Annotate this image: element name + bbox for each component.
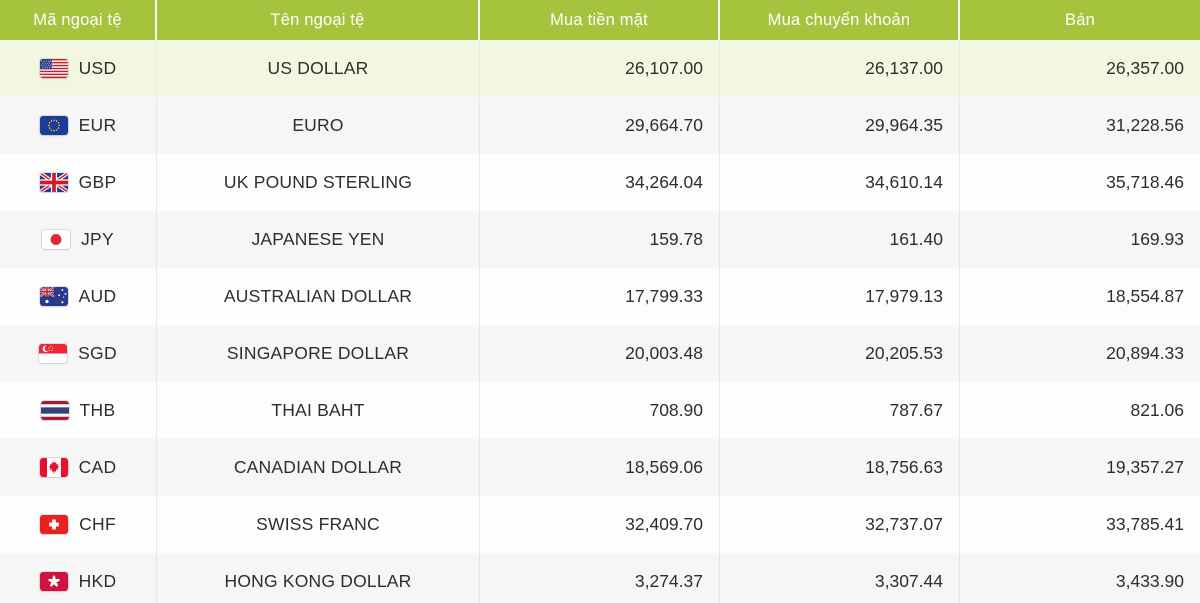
cash-buy-cell: 3,274.37 <box>480 553 720 603</box>
currency-name-cell: US DOLLAR <box>157 40 480 97</box>
currency-code-cell: AUD <box>0 268 157 325</box>
sell-cell: 33,785.41 <box>960 496 1200 553</box>
currency-code: CAD <box>78 457 117 477</box>
currency-code-cell: CHF <box>0 496 157 553</box>
sell-cell: 26,357.00 <box>960 40 1200 97</box>
currency-name-cell: HONG KONG DOLLAR <box>157 553 480 603</box>
currency-code-cell: EUR <box>0 97 157 154</box>
cash-buy-cell: 29,664.70 <box>480 97 720 154</box>
currency-code: GBP <box>78 172 117 192</box>
flag-sgd-icon <box>39 344 68 363</box>
flag-hkd-icon <box>39 572 68 591</box>
currency-code: AUD <box>78 286 117 306</box>
currency-code: CHF <box>79 514 116 534</box>
currency-code: USD <box>78 58 117 78</box>
column-header-transfer-buy: Mua chuyển khoản <box>720 0 960 40</box>
flag-usd-icon <box>39 59 68 78</box>
currency-name-cell: THAI BAHT <box>157 382 480 439</box>
currency-name-cell: UK POUND STERLING <box>157 154 480 211</box>
flag-eur-icon <box>39 116 68 135</box>
flag-gbp-icon <box>39 173 68 192</box>
currency-code-group: CAD <box>0 457 156 478</box>
currency-code-cell: CAD <box>0 439 157 496</box>
transfer-buy-cell: 34,610.14 <box>720 154 960 211</box>
sell-cell: 31,228.56 <box>960 97 1200 154</box>
sell-cell: 3,433.90 <box>960 553 1200 603</box>
transfer-buy-cell: 17,979.13 <box>720 268 960 325</box>
column-header-sell: Bán <box>960 0 1200 40</box>
currency-name-cell: EURO <box>157 97 480 154</box>
currency-name-cell: SWISS FRANC <box>157 496 480 553</box>
cash-buy-cell: 18,569.06 <box>480 439 720 496</box>
sell-cell: 18,554.87 <box>960 268 1200 325</box>
currency-code: THB <box>79 400 116 420</box>
cash-buy-cell: 34,264.04 <box>480 154 720 211</box>
sell-cell: 20,894.33 <box>960 325 1200 382</box>
flag-cad-icon <box>39 458 68 477</box>
sell-cell: 821.06 <box>960 382 1200 439</box>
sell-cell: 19,357.27 <box>960 439 1200 496</box>
currency-code-cell: SGD <box>0 325 157 382</box>
currency-code-cell: JPY <box>0 211 157 268</box>
transfer-buy-cell: 161.40 <box>720 211 960 268</box>
currency-name-cell: AUSTRALIAN DOLLAR <box>157 268 480 325</box>
table-row: AUD AUSTRALIAN DOLLAR 17,799.33 17,979.13 18… <box>0 268 1200 325</box>
table-row: THB THAI BAHT 708.90 787.67 821.06 <box>0 382 1200 439</box>
currency-code: HKD <box>78 571 117 591</box>
currency-code-group: USD <box>0 58 156 79</box>
transfer-buy-cell: 32,737.07 <box>720 496 960 553</box>
cash-buy-cell: 32,409.70 <box>480 496 720 553</box>
transfer-buy-cell: 787.67 <box>720 382 960 439</box>
currency-name-cell: CANADIAN DOLLAR <box>157 439 480 496</box>
currency-code-cell: THB <box>0 382 157 439</box>
transfer-buy-cell: 3,307.44 <box>720 553 960 603</box>
table-row: CHF SWISS FRANC 32,409.70 32,737.07 33,785.4… <box>0 496 1200 553</box>
flag-thb-icon <box>40 401 69 420</box>
currency-code-group: CHF <box>0 514 156 535</box>
currency-code-group: HKD <box>0 571 156 592</box>
currency-code: JPY <box>81 229 114 249</box>
table-row: GBP UK POUND STERLING 34,264.04 34,610.14 35… <box>0 154 1200 211</box>
currency-name-cell: JAPANESE YEN <box>157 211 480 268</box>
cash-buy-cell: 17,799.33 <box>480 268 720 325</box>
currency-code-cell: HKD <box>0 553 157 603</box>
currency-code-group: THB <box>0 400 156 421</box>
currency-code-group: SGD <box>0 343 156 364</box>
transfer-buy-cell: 26,137.00 <box>720 40 960 97</box>
flag-jpy-icon <box>42 230 70 249</box>
table-row: USD US DOLLAR 26,107.00 26,137.00 26,357.00 <box>0 40 1200 97</box>
column-header-currency-name: Tên ngoại tệ <box>157 0 480 40</box>
currency-code-cell: USD <box>0 40 157 97</box>
column-header-currency-code: Mã ngoại tệ <box>0 0 157 40</box>
table-row: HKD HONG KONG DOLLAR 3,274.37 3,307.44 3,433… <box>0 553 1200 603</box>
cash-buy-cell: 159.78 <box>480 211 720 268</box>
currency-code-cell: GBP <box>0 154 157 211</box>
table-row: SGD SINGAPORE DOLLAR 20,003.48 20,205.53 20,… <box>0 325 1200 382</box>
table-row: EUR EURO 29,664.70 29,964.35 31,228.56 <box>0 97 1200 154</box>
currency-code-group: EUR <box>0 115 156 136</box>
transfer-buy-cell: 29,964.35 <box>720 97 960 154</box>
transfer-buy-cell: 18,756.63 <box>720 439 960 496</box>
currency-code: EUR <box>78 115 117 135</box>
cash-buy-cell: 20,003.48 <box>480 325 720 382</box>
currency-name-cell: SINGAPORE DOLLAR <box>157 325 480 382</box>
sell-cell: 169.93 <box>960 211 1200 268</box>
currency-code: SGD <box>78 343 117 363</box>
table-header-row: Mã ngoại tệ Tên ngoại tệ Mua tiền mặt Mu… <box>0 0 1200 40</box>
flag-aud-icon <box>39 287 68 306</box>
sell-cell: 35,718.46 <box>960 154 1200 211</box>
currency-code-group: AUD <box>0 286 156 307</box>
currency-code-group: GBP <box>0 172 156 193</box>
cash-buy-cell: 26,107.00 <box>480 40 720 97</box>
table-row: JPY JAPANESE YEN 159.78 161.40 169.93 <box>0 211 1200 268</box>
currency-code-group: JPY <box>0 229 156 250</box>
flag-chf-icon <box>40 515 69 534</box>
table-row: CAD CANADIAN DOLLAR 18,569.06 18,756.63 19,3… <box>0 439 1200 496</box>
column-header-cash-buy: Mua tiền mặt <box>480 0 720 40</box>
cash-buy-cell: 708.90 <box>480 382 720 439</box>
transfer-buy-cell: 20,205.53 <box>720 325 960 382</box>
